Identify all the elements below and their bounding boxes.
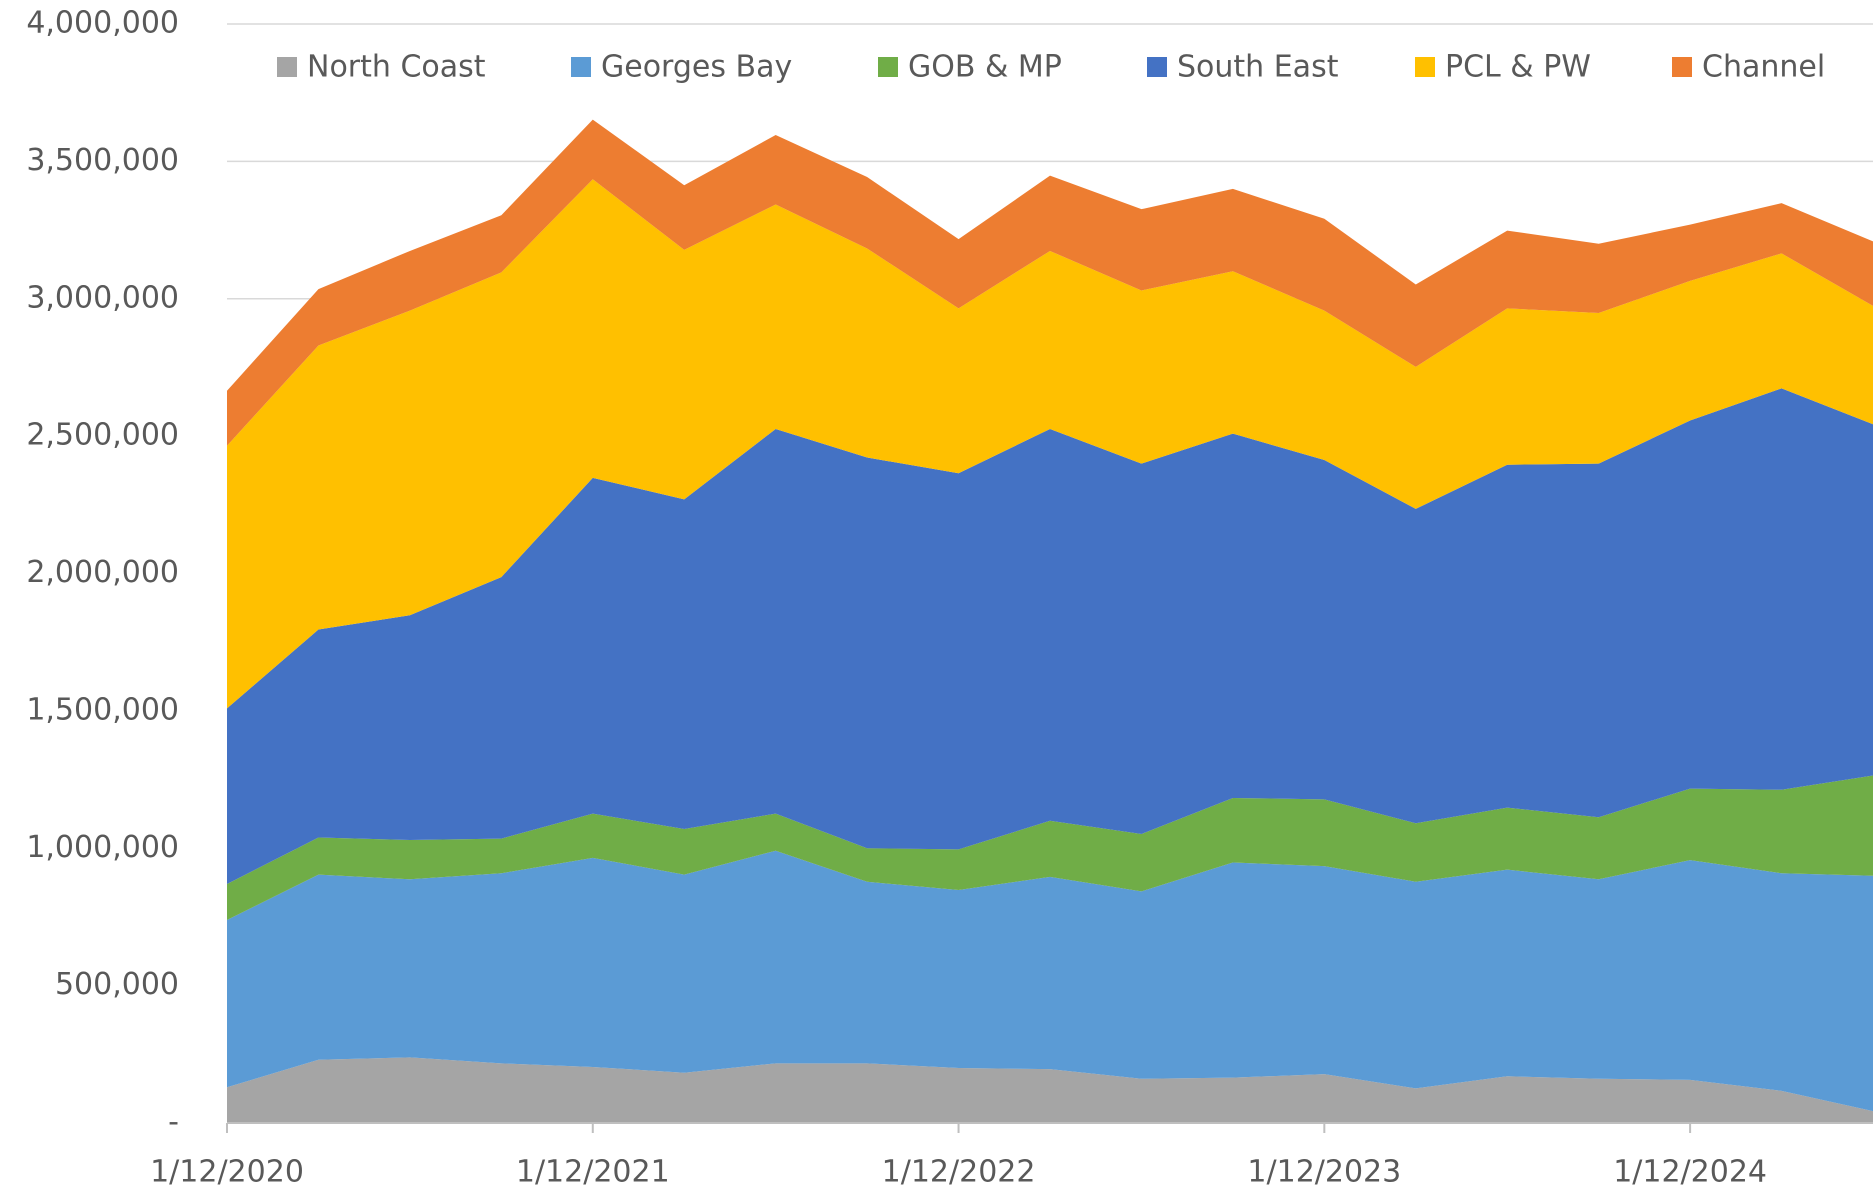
legend-label: South East — [1177, 50, 1339, 85]
x-tick-label: 1/12/2024 — [1613, 1155, 1767, 1190]
x-tick-label: 1/12/2022 — [882, 1155, 1036, 1190]
legend-label: Georges Bay — [601, 50, 792, 85]
legend-label: North Coast — [307, 50, 486, 85]
x-tick-label: 1/12/2020 — [150, 1155, 304, 1190]
legend-swatch — [878, 57, 898, 77]
legend-swatch — [571, 57, 591, 77]
area — [227, 775, 1873, 920]
x-tick-label: 1/12/2023 — [1247, 1155, 1401, 1190]
area — [227, 850, 1873, 1112]
legend-swatch — [1147, 57, 1167, 77]
area — [227, 179, 1873, 709]
y-tick-label: 1,000,000 — [26, 830, 179, 865]
legend-label: GOB & MP — [908, 50, 1062, 85]
y-tick-label: 1,500,000 — [26, 692, 179, 727]
area — [227, 1057, 1873, 1123]
y-tick-label: 500,000 — [55, 967, 179, 1002]
legend-swatch — [1415, 57, 1435, 77]
y-tick-label: 2,000,000 — [26, 555, 179, 590]
legend-label: PCL & PW — [1445, 50, 1591, 85]
y-tick-label: - — [168, 1105, 179, 1140]
y-tick-label: 4,000,000 — [26, 6, 179, 41]
x-tick-label: 1/12/2021 — [516, 1155, 670, 1190]
legend-swatch — [1672, 57, 1692, 77]
legend-swatch — [277, 57, 297, 77]
legend-label: Channel — [1702, 50, 1825, 85]
y-tick-label: 3,000,000 — [26, 280, 179, 315]
y-tick-label: 3,500,000 — [26, 143, 179, 178]
area — [227, 119, 1873, 446]
y-tick-label: 2,500,000 — [26, 418, 179, 453]
area — [227, 388, 1873, 884]
